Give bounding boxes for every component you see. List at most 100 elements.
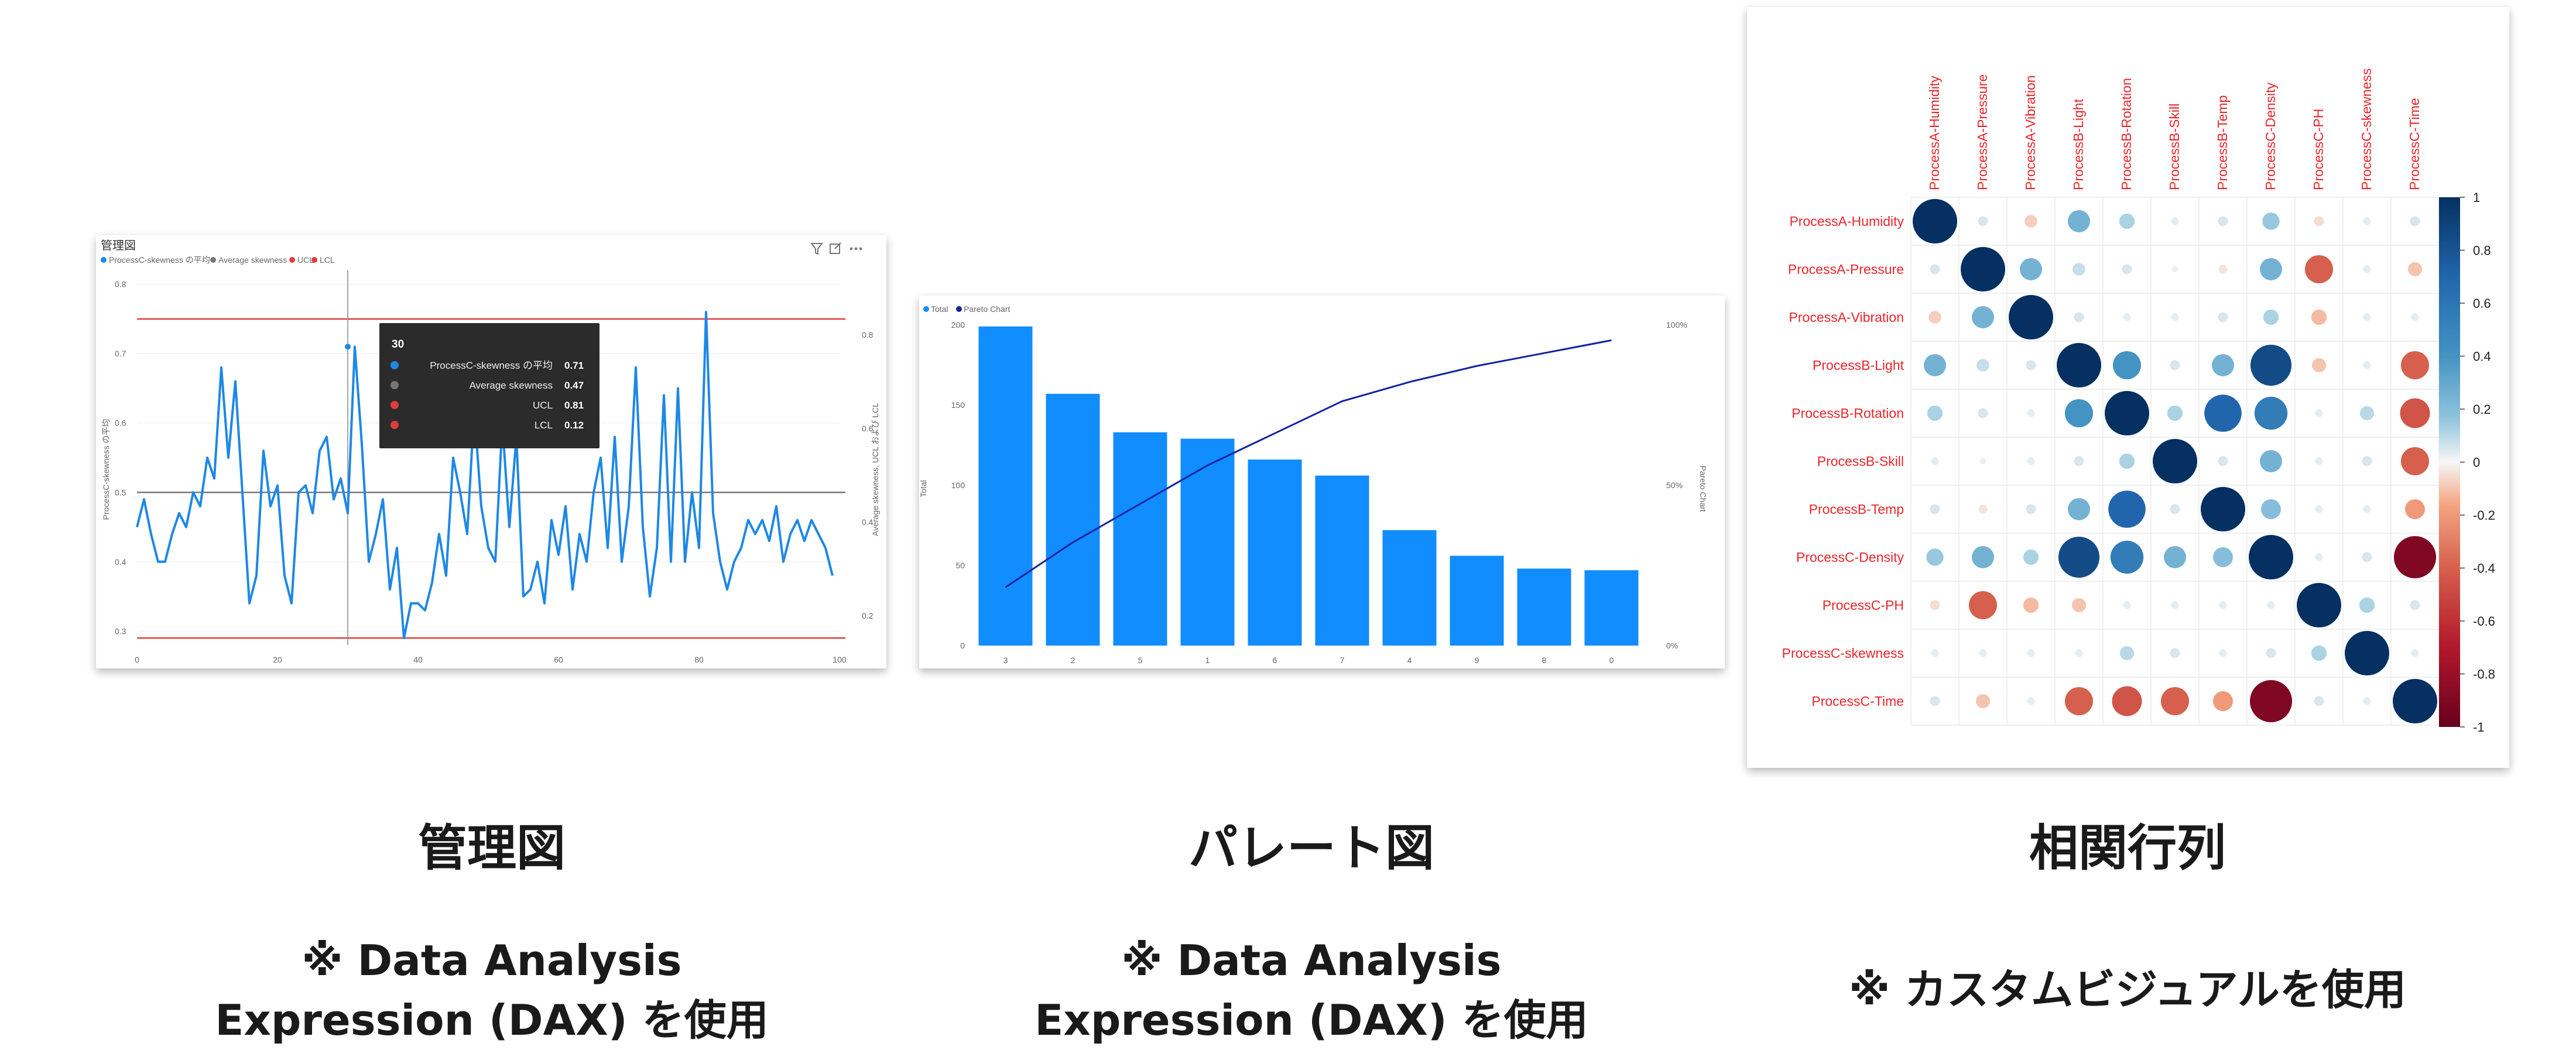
more-options-icon[interactable] bbox=[849, 247, 862, 251]
control-chart: 管理図 ProcessC-skewness の平均 Average skewne… bbox=[101, 239, 880, 664]
correlation-circle bbox=[2026, 360, 2036, 370]
y-tick-label: 150 bbox=[951, 400, 965, 410]
row-label: ProcessB-Light bbox=[1813, 358, 1904, 373]
filter-icon[interactable] bbox=[810, 243, 824, 255]
correlation-circle bbox=[1978, 505, 1988, 514]
focus-mode-icon[interactable] bbox=[830, 242, 841, 254]
scale-tick-label: -0.2 bbox=[2473, 508, 2495, 523]
legend-lcl: LCL bbox=[320, 255, 335, 265]
correlation-circle bbox=[2074, 312, 2084, 322]
correlation-circle bbox=[2362, 552, 2372, 562]
correlation-circle bbox=[2254, 396, 2288, 430]
x-tick-label: 100 bbox=[833, 655, 847, 664]
x-tick-label: 80 bbox=[694, 655, 704, 664]
correlation-circle bbox=[2075, 649, 2083, 657]
correlation-circle bbox=[2249, 535, 2293, 579]
y-tick-label: 50 bbox=[955, 561, 965, 570]
correlation-circle bbox=[1976, 359, 1989, 372]
column-label: ProcessB-Temp bbox=[2215, 95, 2230, 190]
correlation-circle bbox=[1924, 354, 1946, 376]
column-label: ProcessA-Vibration bbox=[2023, 76, 2038, 190]
control-chart-legend: ProcessC-skewness の平均 Average skewness U… bbox=[101, 255, 335, 265]
correlation-circle bbox=[2112, 351, 2142, 380]
correlation-circle bbox=[2400, 398, 2430, 428]
y-tick-label: 0.5 bbox=[115, 488, 126, 497]
control-chart-title: 管理図 bbox=[101, 239, 136, 252]
tooltip-label: UCL bbox=[533, 400, 553, 411]
correlation-circle bbox=[2218, 456, 2228, 466]
correlation-circle bbox=[2410, 216, 2420, 227]
bar[interactable] bbox=[1315, 475, 1369, 646]
correlation-circle bbox=[2405, 499, 2425, 519]
bar[interactable] bbox=[1450, 555, 1504, 646]
bar[interactable] bbox=[1584, 570, 1639, 646]
bar[interactable] bbox=[1046, 393, 1100, 646]
note-line-1: ※ カスタムビジュアルを使用 bbox=[1849, 965, 2406, 1014]
column-label: ProcessB-Rotation bbox=[2119, 78, 2134, 190]
pareto-chart: Total Pareto Chart Total Pareto Chart 0 5… bbox=[919, 304, 1708, 665]
correlation-circle bbox=[2363, 505, 2371, 513]
bar[interactable] bbox=[1248, 459, 1302, 646]
correlation-circle bbox=[2261, 499, 2281, 519]
scale-tick-label: 0 bbox=[2473, 455, 2480, 470]
x-tick-label: 0 bbox=[135, 655, 139, 664]
correlation-circle bbox=[2363, 313, 2371, 321]
bar[interactable] bbox=[1382, 530, 1437, 646]
caption-control-chart: 管理図 bbox=[417, 819, 566, 877]
legend-average: Average skewness bbox=[218, 255, 287, 265]
correlation-circle bbox=[2020, 258, 2042, 280]
correlation-circle bbox=[2153, 439, 2197, 483]
y-tick-label-right: 0.2 bbox=[862, 611, 873, 620]
y-tick-label-right: 0% bbox=[1666, 641, 1678, 650]
column-label: ProcessC-PH bbox=[2311, 109, 2326, 190]
x-tick-label: 8 bbox=[1542, 656, 1547, 665]
correlation-circle bbox=[2026, 504, 2036, 514]
row-label: ProcessC-skewness bbox=[1782, 646, 1904, 661]
bar[interactable] bbox=[1517, 568, 1571, 646]
correlation-circle bbox=[2393, 536, 2437, 579]
correlation-circle bbox=[2212, 354, 2234, 376]
scale-tick-label: 0.6 bbox=[2473, 296, 2491, 311]
correlation-circle bbox=[2064, 687, 2094, 716]
y-tick-label: 0 bbox=[960, 641, 965, 650]
correlation-circle bbox=[1913, 199, 1957, 243]
y-tick-label: 100 bbox=[951, 481, 965, 490]
correlation-circle bbox=[2009, 295, 2053, 339]
row-label: ProcessB-Skill bbox=[1817, 454, 1904, 469]
correlation-circle bbox=[2073, 263, 2085, 276]
x-tick-label: 20 bbox=[273, 655, 282, 664]
x-tick-label: 9 bbox=[1475, 656, 1479, 665]
bar[interactable] bbox=[1113, 432, 1167, 646]
scale-tick-label: 0.4 bbox=[2473, 349, 2491, 364]
correlation-circle bbox=[2411, 649, 2419, 657]
correlation-circle bbox=[2074, 456, 2084, 466]
correlation-circle bbox=[2315, 457, 2323, 465]
correlation-circle bbox=[2171, 217, 2179, 225]
y-tick-label-right: 0.6 bbox=[862, 424, 873, 433]
legend-series: ProcessC-skewness の平均 bbox=[109, 255, 210, 265]
correlation-circle bbox=[2023, 549, 2039, 565]
correlation-circle bbox=[2112, 686, 2142, 716]
correlation-circle bbox=[2266, 648, 2276, 658]
y-tick-label-right: 50% bbox=[1666, 481, 1683, 490]
correlation-circle bbox=[1928, 311, 1941, 324]
x-tick-label: 60 bbox=[554, 655, 563, 664]
column-label: ProcessA-Pressure bbox=[1975, 74, 1990, 190]
correlation-circle bbox=[2057, 343, 2101, 387]
bar[interactable] bbox=[978, 326, 1033, 646]
row-label: ProcessA-Humidity bbox=[1789, 214, 1904, 229]
bar[interactable] bbox=[1180, 438, 1235, 646]
correlation-circle bbox=[2315, 553, 2323, 561]
legend-total: Total bbox=[931, 304, 948, 314]
correlation-circle bbox=[1926, 548, 1944, 566]
correlation-circle bbox=[2171, 313, 2179, 321]
tooltip-swatch bbox=[390, 381, 399, 389]
correlation-circle bbox=[2218, 216, 2228, 227]
scale-tick-label: 0.8 bbox=[2473, 243, 2491, 258]
legend-ucl: UCL bbox=[297, 255, 314, 265]
correlation-circle bbox=[2262, 212, 2280, 230]
correlation-circle bbox=[2400, 351, 2430, 380]
correlation-circle bbox=[2123, 601, 2131, 609]
correlation-circle bbox=[2359, 597, 2375, 613]
column-label: ProcessC-skewness bbox=[2359, 68, 2374, 190]
